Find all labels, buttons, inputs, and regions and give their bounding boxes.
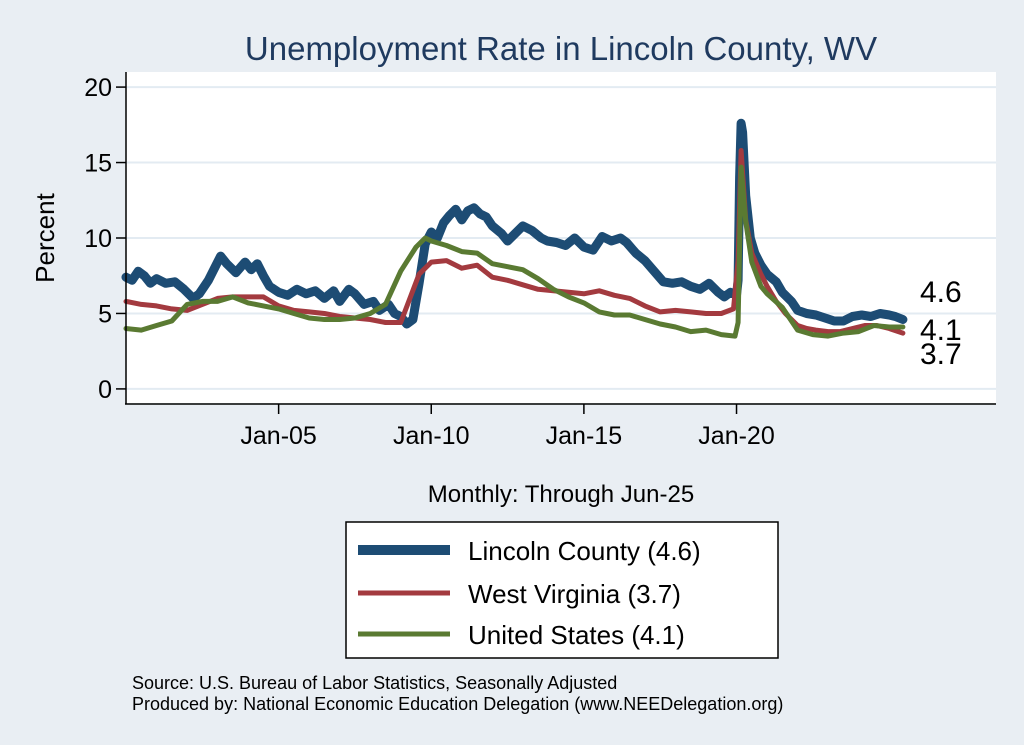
y-tick-label-5: 5: [98, 300, 112, 328]
x-tick-label-jan-15: Jan-15: [546, 422, 622, 450]
y-tick-label-0: 0: [98, 376, 112, 404]
y-tick-label-10: 10: [84, 225, 112, 253]
legend-label-west-virginia: West Virginia (3.7): [468, 579, 681, 609]
end-label-lincoln-county: 4.6: [920, 276, 962, 309]
x-tick-label-jan-05: Jan-05: [240, 422, 316, 450]
producer-note: Produced by: National Economic Education…: [132, 694, 783, 714]
y-tick-label-20: 20: [84, 74, 112, 102]
end-label-united-states: 4.1: [920, 314, 962, 347]
y-ticks: 0 5 10 15 20: [84, 74, 126, 404]
source-note: Source: U.S. Bureau of Labor Statistics,…: [132, 673, 617, 693]
chart-title: Unemployment Rate in Lincoln County, WV: [245, 30, 877, 67]
legend-label-united-states: United States (4.1): [468, 620, 685, 650]
end-value-labels: 4.6 4.13.7: [920, 276, 962, 371]
gridlines: [126, 86, 996, 390]
series-line-united-states: [123, 164, 906, 339]
end-label-west-virginia: 3.7: [920, 338, 962, 371]
series-line-lincoln-county: [121, 118, 908, 329]
y-axis-title: Percent: [30, 192, 60, 282]
x-ticks: Jan-05 Jan-10 Jan-15 Jan-20: [240, 404, 775, 450]
x-tick-label-jan-20: Jan-20: [698, 422, 774, 450]
series-lines: [121, 118, 908, 339]
legend-label-lincoln-county: Lincoln County (4.6): [468, 536, 701, 566]
legend: Lincoln County (4.6) West Virginia (3.7)…: [345, 521, 779, 659]
y-tick-label-15: 15: [84, 150, 112, 178]
x-axis-title: Monthly: Through Jun-25: [428, 481, 694, 508]
x-tick-label-jan-10: Jan-10: [393, 422, 469, 450]
